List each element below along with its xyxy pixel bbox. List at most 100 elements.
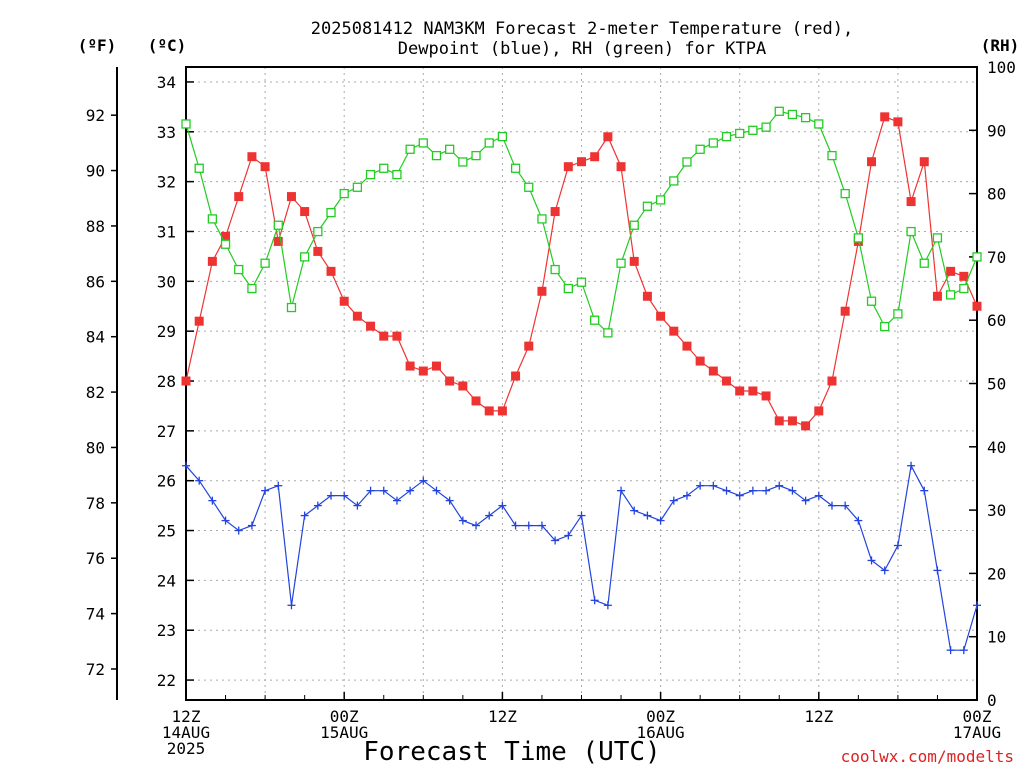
- dewpoint-point: [669, 496, 678, 505]
- dewpoint-point: [366, 486, 375, 495]
- temperature-point: [577, 157, 586, 167]
- rh-point: [906, 226, 916, 237]
- rh-point: [748, 125, 758, 135]
- rh-tick-label: 0: [987, 691, 997, 710]
- dewpoint-point: [406, 486, 415, 495]
- rh-point: [853, 233, 863, 243]
- temperature-point: [418, 366, 428, 376]
- fahrenheit-tick-label: 74: [86, 605, 105, 624]
- rh-point: [563, 283, 573, 294]
- temperature-point: [722, 376, 732, 386]
- fahrenheit-tick-label: 80: [86, 438, 105, 457]
- temperature-point: [207, 256, 217, 266]
- celsius-tick-label: 28: [157, 372, 176, 391]
- rh-tick-label: 70: [987, 248, 1006, 267]
- x-tick-label: 00Z: [646, 707, 675, 726]
- rh-point: [721, 131, 732, 142]
- temperature-point: [642, 291, 652, 301]
- dewpoint-point: [300, 511, 309, 520]
- dewpoint-point: [379, 486, 388, 495]
- temperature-point: [616, 162, 626, 172]
- dewpoint-point: [827, 501, 836, 510]
- temperature-point: [563, 162, 573, 172]
- series-layer: [181, 106, 982, 655]
- dewpoint-point: [419, 476, 428, 485]
- rh-point: [695, 144, 705, 154]
- rh-point: [840, 188, 850, 199]
- rh-point: [247, 283, 257, 294]
- temperature-point: [511, 371, 521, 381]
- rh-point: [642, 201, 653, 211]
- dewpoint-point: [617, 486, 626, 495]
- temperature-point: [300, 207, 310, 217]
- dewpoint-point: [682, 491, 691, 500]
- temperature-point: [774, 416, 784, 426]
- dewpoint-point: [630, 506, 639, 515]
- dewpoint-point: [788, 486, 797, 495]
- dewpoint-point: [603, 601, 612, 610]
- dewpoint-point: [537, 521, 546, 530]
- chart-title-line2: Dewpoint (blue), RH (green) for KTPA: [398, 39, 766, 59]
- dewpoint-point: [274, 481, 283, 490]
- temperature-point: [234, 192, 244, 202]
- temperature-point: [194, 316, 204, 326]
- dewpoint-point: [564, 531, 573, 540]
- temperature-point: [431, 361, 441, 371]
- dewpoint-point: [854, 516, 863, 525]
- temperature-point: [286, 192, 296, 202]
- rh-point: [484, 138, 494, 148]
- dewpoint-point: [880, 566, 889, 575]
- rh-point: [761, 122, 771, 132]
- rh-point: [524, 182, 534, 192]
- rh-point: [866, 296, 877, 306]
- rh-point: [458, 157, 468, 167]
- rh-point: [339, 188, 349, 199]
- celsius-tick-label: 29: [157, 322, 176, 341]
- dewpoint-point: [472, 521, 481, 530]
- dewpoint-point: [445, 496, 454, 505]
- rh-tick-label: 90: [987, 121, 1006, 140]
- rh-point: [313, 226, 323, 237]
- temperature-point: [247, 152, 257, 162]
- rh-unit-label: (RH): [981, 36, 1020, 55]
- temperature-point: [550, 207, 560, 217]
- x-tick-label: 12Z: [172, 707, 201, 726]
- temperature-point: [484, 406, 494, 416]
- dewpoint-point: [867, 556, 876, 565]
- dewpoint-point: [261, 486, 270, 495]
- rh-tick-label: 40: [987, 438, 1006, 457]
- tick-labels: 22 23 24 25 26 27 28 29 30 31 32 33 34 72 74 76 78 80 82 84…: [86, 58, 1016, 758]
- temperature-point: [366, 321, 376, 331]
- celsius-tick-label: 34: [157, 73, 176, 92]
- x-tick-label: 2025: [167, 739, 206, 758]
- temperature-point: [590, 152, 600, 162]
- rh-point: [629, 220, 639, 230]
- fahrenheit-tick-label: 76: [86, 549, 105, 568]
- temperature-point: [260, 162, 270, 172]
- rh-point: [326, 207, 336, 218]
- temperature-point: [379, 331, 389, 341]
- rh-point: [787, 109, 798, 120]
- temperature-point: [497, 406, 507, 416]
- dewpoint-point: [801, 496, 810, 505]
- dewpoint-point: [247, 521, 256, 530]
- temperature-point: [840, 306, 850, 316]
- temperature-point: [524, 341, 534, 351]
- temperature-point: [273, 236, 283, 246]
- rh-point: [260, 258, 270, 268]
- axes: [111, 66, 978, 701]
- dewpoint-point: [946, 646, 955, 655]
- rh-point: [932, 233, 943, 243]
- dewpoint-point: [814, 491, 823, 500]
- rh-point: [708, 138, 718, 148]
- celsius-tick-label: 27: [157, 422, 176, 441]
- dewpoint-point: [762, 486, 771, 495]
- temperature-point: [919, 157, 929, 167]
- dewpoint-point: [340, 491, 349, 500]
- watermark: coolwx.com/modelts: [841, 747, 1014, 766]
- celsius-tick-label: 22: [157, 671, 176, 690]
- temperature-point: [827, 376, 837, 386]
- temperature-point: [352, 311, 362, 321]
- temperature-point: [946, 266, 956, 276]
- rh-point: [379, 163, 389, 173]
